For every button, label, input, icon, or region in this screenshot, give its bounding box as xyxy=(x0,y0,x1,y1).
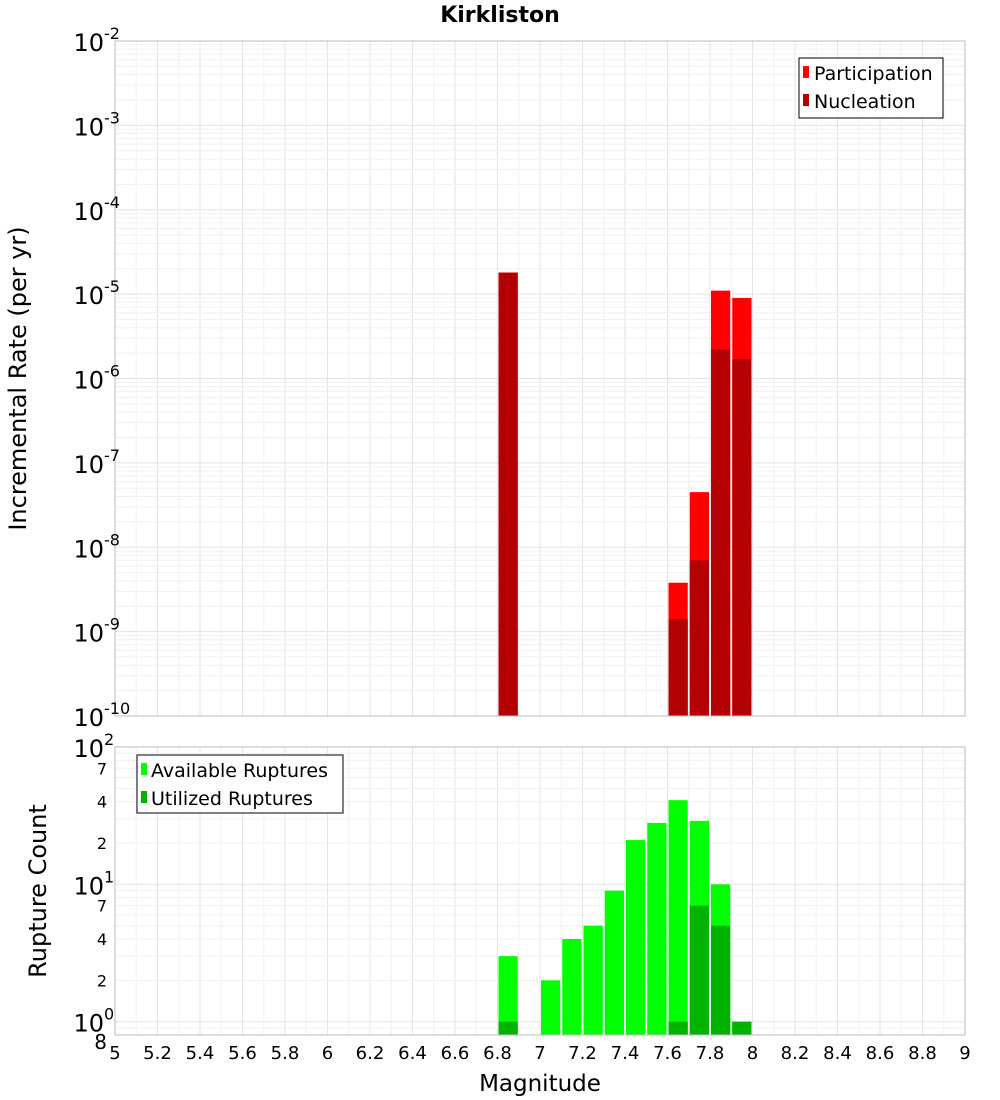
x-tick-label: 8.6 xyxy=(866,1043,895,1064)
y-tick-exponent: -3 xyxy=(104,108,120,127)
x-tick-label: 7.6 xyxy=(653,1043,682,1064)
legend-swatch xyxy=(803,66,809,78)
y-minor-tick-label: 7 xyxy=(97,897,107,916)
bar-utilized xyxy=(689,905,709,1035)
y-tick-exponent: -6 xyxy=(104,362,120,381)
y-tick-label: 10 xyxy=(73,735,104,763)
x-tick-label: 8.8 xyxy=(908,1043,937,1064)
y-tick-exponent: -7 xyxy=(104,446,120,465)
y-minor-tick-label: 2 xyxy=(97,834,107,853)
bar-available xyxy=(668,800,688,1035)
y-tick-exponent: -10 xyxy=(104,699,130,718)
bar-utilized xyxy=(732,1021,752,1035)
y-tick-exponent: 2 xyxy=(104,730,114,749)
x-tick-label: 7.2 xyxy=(568,1043,597,1064)
x-tick-label: 5.6 xyxy=(228,1043,257,1064)
bar-nucleation xyxy=(732,359,752,716)
x-tick-label: 6.4 xyxy=(398,1043,427,1064)
chart-title: Kirkliston xyxy=(440,3,560,28)
y-tick-exponent: -8 xyxy=(104,530,120,549)
y-tick-exponent: -2 xyxy=(104,24,120,43)
plot-frame xyxy=(114,40,966,717)
x-tick-label: 7 xyxy=(534,1043,545,1064)
plot-frame xyxy=(114,746,966,1036)
x-tick-label: 9 xyxy=(959,1043,970,1064)
y-tick-exponent: -4 xyxy=(104,193,120,212)
y-tick-label: 10 xyxy=(73,367,104,395)
bar-available xyxy=(541,980,561,1035)
legend-swatch xyxy=(141,763,147,775)
y-minor-tick-label: 7 xyxy=(97,759,107,778)
legend-label: Available Ruptures xyxy=(151,760,328,782)
x-tick-label: 8.4 xyxy=(823,1043,852,1064)
bar-available xyxy=(562,939,582,1035)
y-tick-exponent: -5 xyxy=(104,277,120,296)
x-tick-label: 6.8 xyxy=(483,1043,512,1064)
y-minor-tick-label: 8 xyxy=(94,1030,107,1054)
y-axis-label: Incremental Rate (per yr) xyxy=(4,226,32,530)
x-tick-label: 6.6 xyxy=(441,1043,470,1064)
y-tick-exponent: 0 xyxy=(104,1005,114,1024)
x-tick-label: 6.2 xyxy=(356,1043,385,1064)
bar-nucleation xyxy=(711,349,731,716)
legend-swatch xyxy=(803,94,809,106)
bar-nucleation xyxy=(668,619,688,716)
legend-box xyxy=(798,57,944,119)
bar-available xyxy=(604,890,624,1035)
x-tick-label: 6 xyxy=(322,1043,333,1064)
y-tick-label: 10 xyxy=(73,620,104,648)
bar-available xyxy=(647,822,667,1035)
x-axis: 5 5.2 5.4 5.6 5.8 6 6.2 6.4 6.6 6.8 7 7.2 7.4 7.6 7.8 8… xyxy=(109,1043,970,1097)
legend-top: Participation Nucleation xyxy=(798,57,944,119)
x-tick-label: 5.8 xyxy=(271,1043,300,1064)
legend-label: Nucleation xyxy=(814,91,916,113)
x-axis-label: Magnitude xyxy=(479,1071,601,1097)
y-tick-label: 10 xyxy=(73,29,104,57)
legend-label: Utilized Ruptures xyxy=(151,788,313,810)
bar-nucleation xyxy=(498,272,518,716)
x-tick-label: 8.2 xyxy=(781,1043,810,1064)
y-tick-exponent: -9 xyxy=(104,615,120,634)
legend-box xyxy=(136,754,344,814)
y-tick-label: 10 xyxy=(73,1010,104,1038)
x-tick-label: 8 xyxy=(747,1043,758,1064)
bar-utilized xyxy=(668,1021,688,1035)
y-tick-label: 10 xyxy=(73,872,104,900)
y-axis-label: Rupture Count xyxy=(24,804,52,978)
legend-swatch xyxy=(141,791,147,803)
x-tick-label: 5.2 xyxy=(143,1043,172,1064)
y-tick-label: 10 xyxy=(73,704,104,732)
y-tick-label: 10 xyxy=(73,535,104,563)
x-tick-label: 5 xyxy=(109,1043,120,1064)
y-tick-label: 10 xyxy=(73,113,104,141)
x-tick-label: 7.4 xyxy=(611,1043,640,1064)
y-tick-label: 10 xyxy=(73,198,104,226)
bar-available xyxy=(626,840,646,1035)
bar-nucleation xyxy=(689,560,709,716)
y-minor-tick-label: 4 xyxy=(97,930,107,949)
bar-utilized xyxy=(711,925,731,1035)
bar-available xyxy=(583,925,603,1035)
x-tick-label: 5.4 xyxy=(186,1043,215,1064)
legend-bottom: Available Ruptures Utilized Ruptures xyxy=(136,754,344,814)
legend-label: Participation xyxy=(814,63,933,85)
y-tick-exponent: 1 xyxy=(104,867,114,886)
y-minor-tick-label: 2 xyxy=(97,971,107,990)
bar-available xyxy=(498,956,518,1035)
y-tick-label: 10 xyxy=(73,282,104,310)
y-minor-tick-label: 4 xyxy=(97,793,107,812)
x-tick-label: 7.8 xyxy=(696,1043,725,1064)
y-tick-label: 10 xyxy=(73,451,104,479)
bar-utilized xyxy=(498,1021,518,1035)
